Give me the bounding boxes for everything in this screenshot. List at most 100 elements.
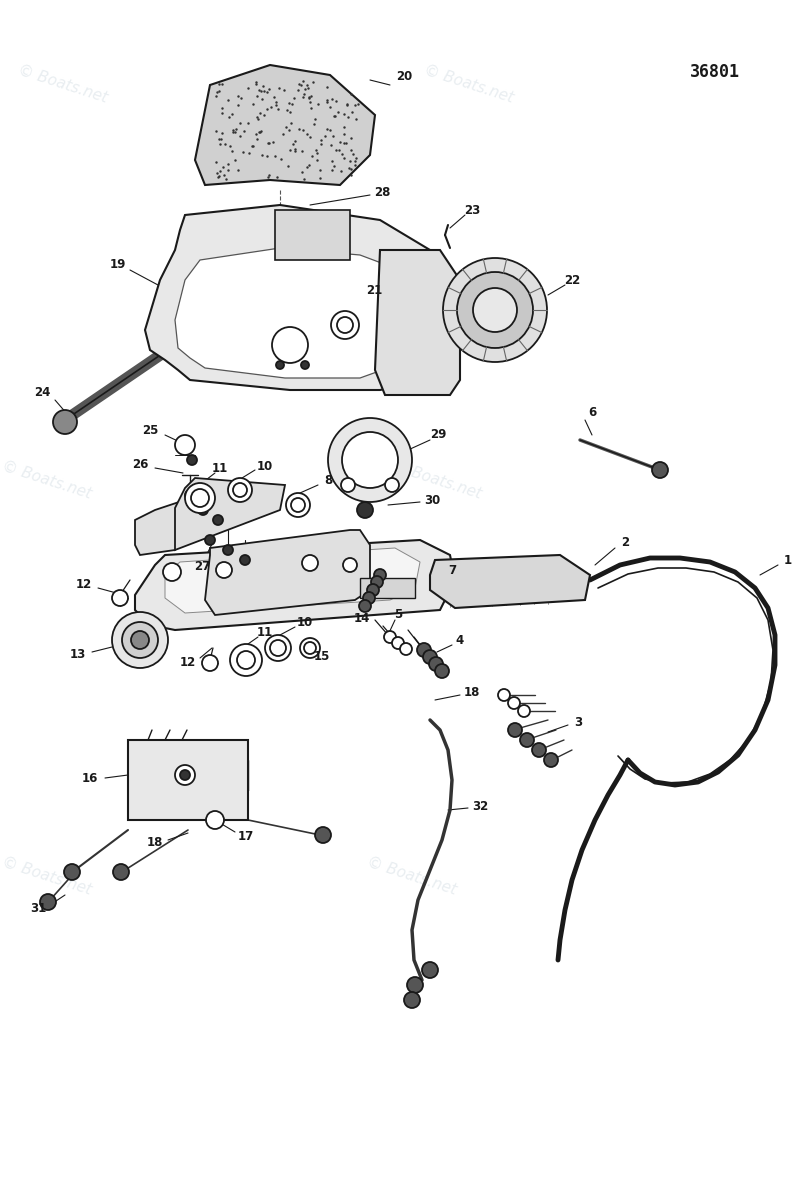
Circle shape — [216, 562, 232, 578]
Text: © Boats.net: © Boats.net — [0, 458, 93, 502]
Circle shape — [122, 622, 158, 658]
Text: © Boats.net: © Boats.net — [0, 854, 93, 898]
Text: 36801: 36801 — [689, 62, 739, 80]
Circle shape — [264, 635, 290, 661]
Circle shape — [272, 326, 307, 362]
Circle shape — [163, 563, 181, 581]
Text: 3: 3 — [573, 715, 581, 728]
Text: 14: 14 — [354, 612, 370, 624]
Circle shape — [428, 658, 443, 671]
Circle shape — [543, 754, 557, 767]
Text: 7: 7 — [448, 564, 456, 577]
Circle shape — [299, 638, 320, 658]
Circle shape — [185, 490, 195, 500]
Text: 31: 31 — [30, 901, 46, 914]
Polygon shape — [430, 554, 590, 608]
Circle shape — [423, 650, 436, 664]
Text: 32: 32 — [471, 799, 487, 812]
Circle shape — [240, 554, 250, 565]
Text: 4: 4 — [455, 635, 464, 648]
Text: © Boats.net: © Boats.net — [422, 62, 515, 106]
Circle shape — [519, 733, 534, 746]
Text: 6: 6 — [587, 407, 595, 420]
Circle shape — [508, 697, 519, 709]
Circle shape — [422, 962, 437, 978]
Circle shape — [112, 590, 128, 606]
Polygon shape — [135, 540, 454, 630]
Text: 10: 10 — [297, 617, 313, 630]
Circle shape — [270, 640, 285, 656]
Circle shape — [191, 490, 208, 506]
Circle shape — [531, 743, 545, 757]
FancyBboxPatch shape — [359, 578, 414, 598]
Circle shape — [508, 722, 521, 737]
Polygon shape — [165, 548, 419, 613]
Text: 20: 20 — [396, 71, 412, 84]
FancyBboxPatch shape — [275, 210, 350, 260]
Circle shape — [53, 410, 77, 434]
Circle shape — [363, 592, 375, 604]
Text: 18: 18 — [147, 836, 163, 850]
Text: 26: 26 — [131, 458, 148, 472]
Circle shape — [473, 288, 517, 332]
Circle shape — [237, 650, 255, 670]
Circle shape — [435, 664, 448, 678]
Circle shape — [185, 482, 215, 514]
Circle shape — [187, 455, 197, 464]
Polygon shape — [195, 65, 375, 185]
Circle shape — [400, 643, 411, 655]
Circle shape — [175, 766, 195, 785]
Circle shape — [337, 317, 353, 332]
Text: 29: 29 — [429, 428, 445, 442]
Text: 12: 12 — [180, 655, 196, 668]
Circle shape — [443, 258, 547, 362]
Circle shape — [290, 498, 305, 512]
Text: 11: 11 — [256, 626, 272, 640]
Circle shape — [276, 361, 284, 370]
Circle shape — [384, 478, 398, 492]
Text: 13: 13 — [70, 648, 86, 661]
Circle shape — [301, 361, 309, 370]
Circle shape — [392, 637, 404, 649]
Circle shape — [175, 434, 195, 455]
Text: 22: 22 — [563, 274, 579, 287]
Text: 25: 25 — [142, 424, 158, 437]
Text: 28: 28 — [373, 186, 390, 198]
Circle shape — [374, 569, 385, 581]
Circle shape — [651, 462, 667, 478]
Circle shape — [40, 894, 56, 910]
Circle shape — [497, 689, 509, 701]
Text: 8: 8 — [324, 474, 332, 487]
Circle shape — [315, 827, 331, 842]
Text: 24: 24 — [34, 386, 50, 400]
Text: © Boats.net: © Boats.net — [16, 62, 109, 106]
Circle shape — [302, 554, 318, 571]
Circle shape — [331, 311, 358, 338]
Circle shape — [64, 864, 80, 880]
Text: 12: 12 — [75, 577, 92, 590]
Circle shape — [180, 770, 190, 780]
Circle shape — [230, 644, 262, 676]
Circle shape — [285, 493, 310, 517]
Text: © Boats.net: © Boats.net — [389, 458, 483, 502]
Text: 30: 30 — [423, 493, 440, 506]
Text: 5: 5 — [393, 608, 401, 622]
Text: 1: 1 — [783, 554, 791, 568]
Circle shape — [233, 482, 247, 497]
Circle shape — [384, 631, 396, 643]
Circle shape — [417, 643, 431, 658]
Circle shape — [517, 704, 530, 716]
Polygon shape — [175, 248, 419, 378]
Circle shape — [212, 515, 223, 526]
Circle shape — [228, 478, 251, 502]
Circle shape — [202, 655, 217, 671]
Text: 18: 18 — [463, 685, 479, 698]
Circle shape — [223, 545, 233, 554]
Text: 16: 16 — [82, 772, 98, 785]
Circle shape — [342, 558, 357, 572]
Circle shape — [204, 535, 215, 545]
Polygon shape — [375, 250, 460, 395]
Circle shape — [404, 992, 419, 1008]
Circle shape — [303, 642, 315, 654]
Polygon shape — [135, 500, 200, 554]
